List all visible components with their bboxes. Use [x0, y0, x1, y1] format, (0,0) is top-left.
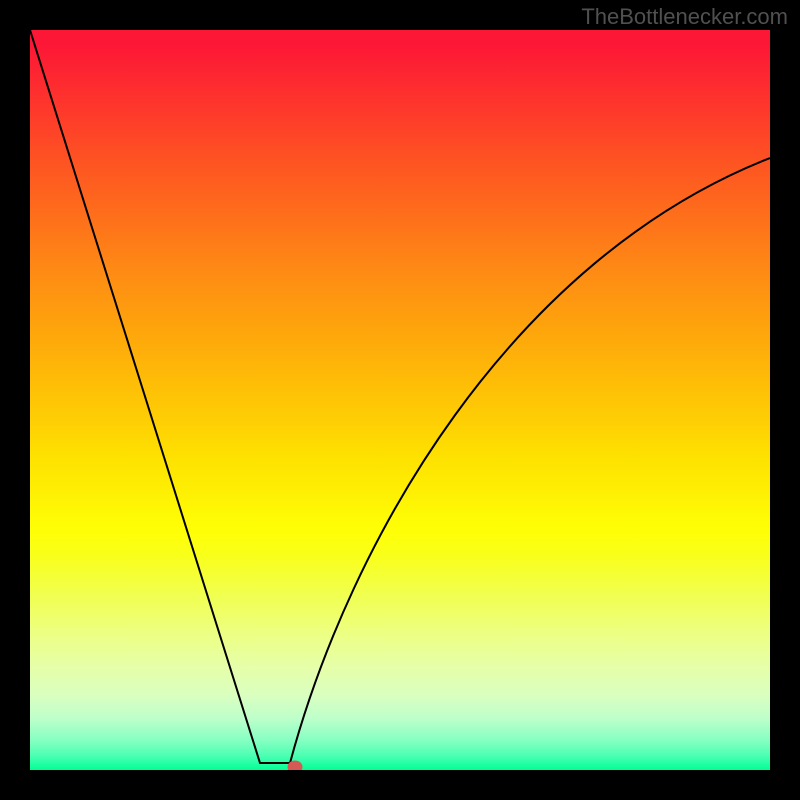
- watermark-text: TheBottlenecker.com: [581, 4, 788, 30]
- plot-area: [30, 30, 770, 770]
- optimal-point-marker: [288, 761, 302, 770]
- bottleneck-curve: [30, 30, 770, 763]
- chart-frame: TheBottlenecker.com: [0, 0, 800, 800]
- bottleneck-curve-svg: [30, 30, 770, 770]
